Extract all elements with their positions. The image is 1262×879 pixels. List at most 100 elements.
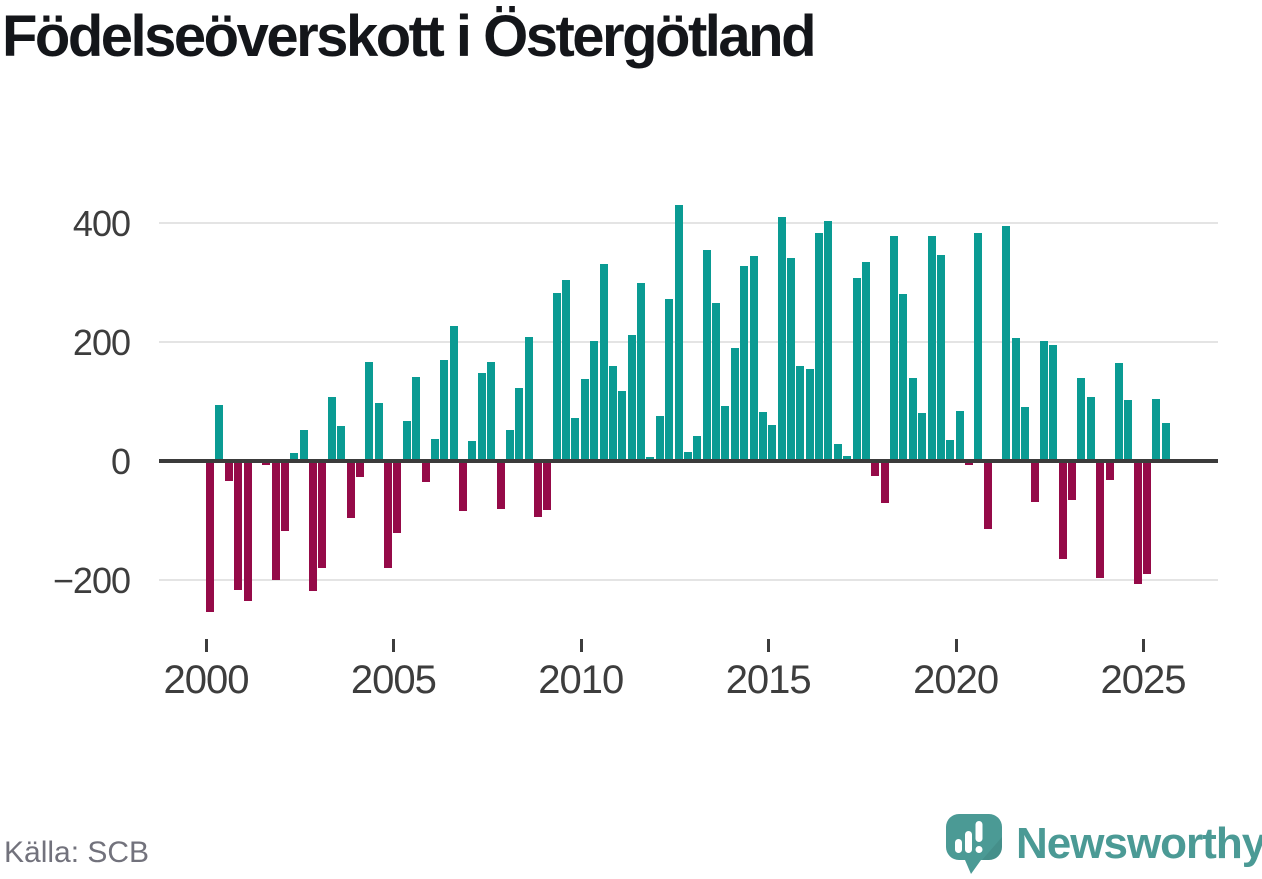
bar-2025-Q3 <box>1161 422 1170 461</box>
gridline-y400 <box>159 222 1218 224</box>
x-axis-tick-2010 <box>579 639 583 652</box>
bar-2006-Q2 <box>440 359 449 461</box>
bar-2024-Q1 <box>1105 461 1114 480</box>
bar-2018-Q2 <box>890 235 898 461</box>
bar-2002-Q3 <box>299 430 308 461</box>
x-axis-tick-2020 <box>954 639 958 652</box>
bar-2020-Q4 <box>983 461 992 530</box>
bar-2022-Q1 <box>1030 461 1039 503</box>
bar-2010-Q1 <box>580 378 589 461</box>
bar-2015-Q4 <box>796 365 805 461</box>
bar-2016-Q4 <box>833 443 842 461</box>
bar-2019-Q1 <box>918 413 927 461</box>
bar-2013-Q2 <box>702 250 711 461</box>
bar-2003-Q1 <box>318 461 327 569</box>
bar-2019-Q2 <box>927 235 936 461</box>
bar-2021-Q2 <box>1002 226 1011 461</box>
logo-exclamation-dot <box>975 846 983 853</box>
bar-2022-Q2 <box>1039 341 1048 461</box>
bar-2018-Q3 <box>899 294 908 461</box>
bar-2025-Q1 <box>1143 461 1151 574</box>
bar-2008-Q3 <box>524 337 533 461</box>
bar-2014-Q1 <box>730 347 739 461</box>
bar-2009-Q1 <box>543 461 552 510</box>
bar-2006-Q1 <box>430 439 439 461</box>
bar-2018-Q1 <box>880 461 889 504</box>
bar-2006-Q3 <box>449 325 458 461</box>
bar-2012-Q4 <box>683 452 692 461</box>
bar-2003-Q4 <box>346 461 355 519</box>
y-axis-label-200: 200 <box>72 322 131 363</box>
bar-2018-Q4 <box>908 378 917 461</box>
x-axis-label-2025: 2025 <box>1100 658 1187 702</box>
bar-2008-Q4 <box>534 461 542 517</box>
bar-2023-Q2 <box>1077 378 1086 461</box>
bar-2013-Q1 <box>693 436 702 461</box>
x-axis-tick-2005 <box>392 639 396 652</box>
x-axis-label-2010: 2010 <box>538 658 624 702</box>
bar-2004-Q3 <box>374 403 383 461</box>
bar-2000-Q2 <box>215 405 224 461</box>
bar-2020-Q1 <box>955 411 964 461</box>
bar-2004-Q2 <box>365 361 374 461</box>
logo-bar-short <box>955 839 962 853</box>
bar-2000-Q4 <box>234 461 243 591</box>
bar-2016-Q3 <box>824 221 833 461</box>
bar-2004-Q4 <box>384 461 392 568</box>
bar-2013-Q3 <box>712 303 720 461</box>
bar-2021-Q3 <box>1011 338 1020 461</box>
bar-2015-Q1 <box>768 425 777 461</box>
bar-2025-Q2 <box>1152 399 1161 461</box>
bar-2023-Q4 <box>1096 461 1105 579</box>
bar-2011-Q1 <box>618 390 627 461</box>
bar-2003-Q3 <box>337 425 346 461</box>
bar-2005-Q2 <box>402 420 411 461</box>
x-axis-label-2020: 2020 <box>913 658 999 702</box>
bar-2008-Q1 <box>505 430 514 461</box>
y-axis-label-0: 0 <box>110 441 131 482</box>
bar-2000-Q3 <box>224 461 233 481</box>
y-axis-label--200: −200 <box>52 560 131 601</box>
bar-2003-Q2 <box>327 397 336 461</box>
bar-2017-Q4 <box>871 461 880 476</box>
bar-2007-Q2 <box>477 372 486 461</box>
bar-2016-Q1 <box>805 368 814 461</box>
bar-2009-Q2 <box>552 293 561 461</box>
bar-2010-Q4 <box>608 366 617 461</box>
bar-2012-Q3 <box>674 205 683 461</box>
bar-2004-Q1 <box>355 461 364 477</box>
bar-2007-Q1 <box>468 440 477 461</box>
zero-baseline <box>159 459 1218 463</box>
x-axis-tick-2015 <box>767 639 771 652</box>
bar-2015-Q3 <box>786 257 795 461</box>
bar-2002-Q1 <box>281 461 289 532</box>
x-axis-tick-2000 <box>205 639 208 652</box>
source-caption: Källa: SCB <box>4 836 150 869</box>
x-axis-label-2015: 2015 <box>725 658 812 702</box>
bar-2022-Q4 <box>1058 461 1067 560</box>
bar-2011-Q2 <box>627 334 636 461</box>
bar-2007-Q4 <box>496 461 505 510</box>
bar-2023-Q1 <box>1068 461 1076 501</box>
chart-title: Födelseöverskott i Östergötland <box>2 4 817 69</box>
bar-2002-Q4 <box>309 461 318 592</box>
bar-2024-Q2 <box>1114 363 1123 461</box>
bar-2020-Q3 <box>974 233 983 461</box>
bar-2014-Q4 <box>758 412 767 461</box>
bar-2010-Q3 <box>599 263 608 461</box>
bar-2019-Q3 <box>936 255 945 461</box>
bar-2009-Q4 <box>571 417 580 461</box>
bar-2017-Q1 <box>843 456 852 461</box>
bar-2017-Q3 <box>861 261 870 461</box>
bar-2012-Q2 <box>665 298 674 461</box>
y-axis-label-400: 400 <box>72 203 131 244</box>
bar-2019-Q4 <box>946 440 955 461</box>
bar-2002-Q2 <box>290 453 299 461</box>
bar-2016-Q2 <box>815 233 823 461</box>
bar-2008-Q2 <box>515 387 524 461</box>
logo-bar-tall <box>965 831 972 853</box>
gridline-y-200 <box>159 579 1218 581</box>
newsworthy-logo-icon <box>946 814 1002 874</box>
